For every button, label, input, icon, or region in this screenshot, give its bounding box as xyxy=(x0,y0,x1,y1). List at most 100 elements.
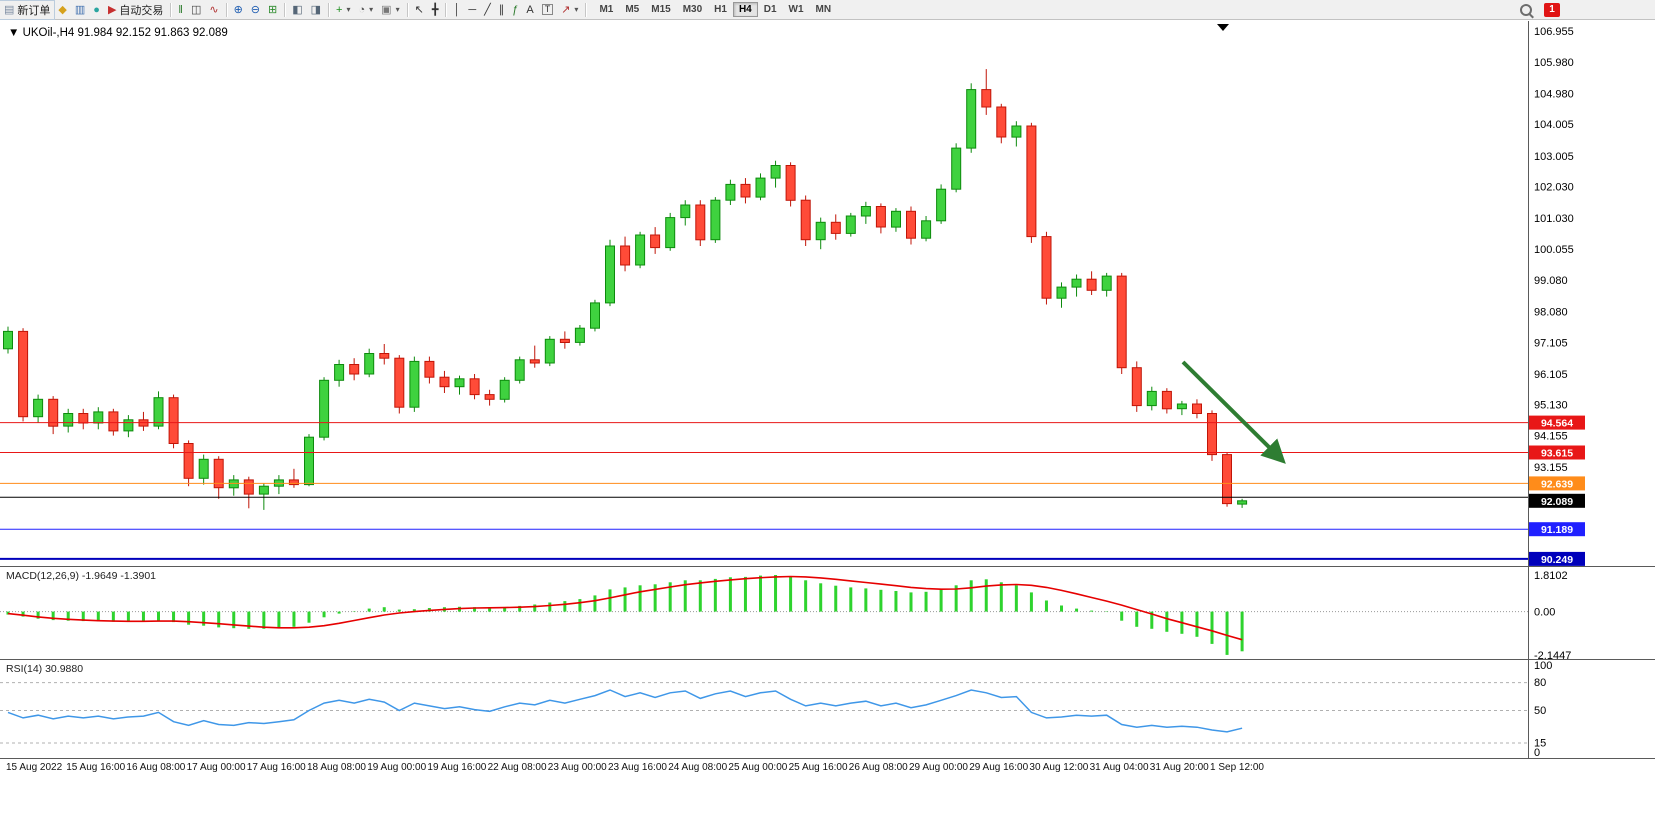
cursor-icon: ↖ xyxy=(414,3,424,16)
candle-body xyxy=(1116,275,1127,369)
line-chart-icon: ∿ xyxy=(209,3,219,16)
candle-body xyxy=(364,353,375,375)
cursor-button[interactable]: ↖ xyxy=(411,1,428,19)
candle-body xyxy=(785,165,796,201)
time-label: 18 Aug 08:00 xyxy=(307,762,366,773)
templates-button[interactable]: ▣ ▾ xyxy=(377,1,403,19)
channel-button[interactable]: ∥ xyxy=(495,1,509,19)
timeframe-h1[interactable]: H1 xyxy=(714,4,727,15)
time-axis: 15 Aug 2022 15 Aug 16:00 16 Aug 08:00 17 Au… xyxy=(0,759,1655,783)
candles[interactable] xyxy=(3,69,1248,510)
trendline-button[interactable]: ╱ xyxy=(480,1,495,19)
timeframe-m15[interactable]: M15 xyxy=(651,4,671,15)
fibonacci-button[interactable]: ƒ xyxy=(508,1,522,19)
notification-badge[interactable]: 1 xyxy=(1544,2,1560,17)
timeframe-w1[interactable]: W1 xyxy=(788,4,804,15)
text-label-button[interactable]: T xyxy=(538,1,558,19)
candle-body xyxy=(891,210,901,228)
candle-body xyxy=(635,234,646,266)
candle-body xyxy=(379,353,390,359)
autotrading-button[interactable]: ▶ 自动交易 xyxy=(104,1,167,19)
zoom-out-button[interactable]: ⊖ xyxy=(247,1,264,19)
candle-body xyxy=(183,443,194,479)
toolbar-right: 1 xyxy=(1520,2,1655,17)
candle-body xyxy=(725,183,736,201)
zoom-in-button[interactable]: ⊕ xyxy=(230,1,247,19)
vertical-line-button[interactable]: │ xyxy=(449,1,464,19)
price-tick-label: 96.105 xyxy=(1534,369,1568,381)
candle-body xyxy=(966,89,977,149)
main-chart-panel[interactable]: 94.564 93.615 92.639 91.189 90.249 92.089 106.… xyxy=(0,21,1655,567)
time-label: 26 Aug 08:00 xyxy=(848,762,908,773)
candle-body xyxy=(1026,125,1037,238)
time-label: 16 Aug 08:00 xyxy=(126,762,186,773)
time-label: 17 Aug 00:00 xyxy=(186,762,246,773)
timeframe-mn[interactable]: MN xyxy=(815,4,832,15)
price-tag xyxy=(1529,493,1585,508)
candle-body xyxy=(981,89,992,108)
bar-chart-button[interactable]: ‖ xyxy=(174,1,187,19)
candle-body xyxy=(740,183,751,198)
mql-community-icon-button[interactable]: ● xyxy=(89,1,104,19)
rsi-chart[interactable]: 100 80 50 150 RSI(14) 30.9880 xyxy=(0,660,1655,758)
candle-body xyxy=(439,376,450,388)
time-label: 17 Aug 16:00 xyxy=(246,762,306,773)
search-icon[interactable] xyxy=(1520,3,1532,16)
time-label: 23 Aug 16:00 xyxy=(608,762,667,773)
tile-windows-button[interactable]: ⊞ xyxy=(264,1,281,19)
candle-body xyxy=(168,397,179,445)
timeframe-m1[interactable]: M1 xyxy=(599,4,614,15)
candle-body xyxy=(424,360,435,378)
chart-profile-icon-button[interactable]: ◆ xyxy=(54,1,70,19)
arrows-icon: ↗ xyxy=(561,3,571,16)
candle-body xyxy=(800,199,811,241)
chart-shift-button[interactable]: ◨ xyxy=(307,1,325,19)
indicators-icon: + xyxy=(336,3,343,16)
price-tag-label: 92.639 xyxy=(1541,478,1573,490)
candle-body xyxy=(1192,403,1202,414)
chart-shift-marker[interactable] xyxy=(1217,24,1229,31)
timeframe-h4[interactable]: H4 xyxy=(732,2,758,17)
indicators-button[interactable]: + ▾ xyxy=(332,1,354,19)
text-button[interactable]: A xyxy=(522,1,537,19)
chart-symbol-label: ▼ UKOil-,H4 91.984 92.152 91.863 92.089 xyxy=(8,27,228,39)
arrows-button[interactable]: ↗ ▾ xyxy=(557,1,582,19)
time-label: 29 Aug 16:00 xyxy=(969,762,1029,773)
macd-panel[interactable]: 1.8102 0.00 -2.1447 MACD(12,26,9) -1.9649 -… xyxy=(0,567,1655,660)
candle-body xyxy=(33,398,44,418)
timeframe-m30[interactable]: M30 xyxy=(682,4,703,15)
price-tick-label: 94.155 xyxy=(1534,431,1568,443)
crosshair-button[interactable]: ╋ xyxy=(428,1,443,19)
new-order-button[interactable]: ▤ 新订单 xyxy=(0,0,56,20)
toolbar-separator xyxy=(225,2,227,17)
candle-body xyxy=(349,364,360,375)
candle-body xyxy=(559,338,570,343)
macd-chart[interactable]: 1.8102 0.00 -2.1447 MACD(12,26,9) -1.9649 -… xyxy=(0,567,1655,659)
candlestick-chart-button[interactable]: ◫ xyxy=(187,1,205,19)
market-watch-icon-button[interactable]: ▥ xyxy=(71,1,89,19)
trend-arrow[interactable] xyxy=(1181,360,1286,464)
candle-body xyxy=(1176,403,1187,410)
candle-body xyxy=(243,479,254,495)
price-tick-label: 106.955 xyxy=(1534,26,1574,38)
dropdown-arrow-icon: ▾ xyxy=(369,5,374,14)
timeframe-d1[interactable]: D1 xyxy=(763,4,777,15)
price-chart[interactable]: 94.564 93.615 92.639 91.189 90.249 92.089 106.… xyxy=(0,21,1655,566)
candle-body xyxy=(78,413,89,424)
auto-scroll-button[interactable]: ◧ xyxy=(288,1,306,19)
time-label: 19 Aug 00:00 xyxy=(367,762,427,773)
chart-shift-icon: ◨ xyxy=(310,3,322,16)
periods-button[interactable]: ◔ ▾ xyxy=(355,1,378,19)
line-chart-button[interactable]: ∿ xyxy=(205,1,222,19)
crosshair-icon: ╋ xyxy=(431,3,439,16)
time-label: 25 Aug 00:00 xyxy=(728,762,788,773)
price-tag xyxy=(1529,551,1585,566)
horizontal-line-button[interactable]: ─ xyxy=(464,1,480,19)
timeframe-m5[interactable]: M5 xyxy=(625,4,640,15)
toolbar-timeframes: M1 M5 M15 M30 H1 H4 D1 W1 MN xyxy=(593,2,837,17)
macd-tick-label: 1.8102 xyxy=(1534,570,1568,582)
candle-body xyxy=(1222,454,1232,505)
candle-body xyxy=(544,338,555,364)
rsi-panel[interactable]: 100 80 50 15 0 RSI(14) 30.9880 xyxy=(0,660,1655,759)
